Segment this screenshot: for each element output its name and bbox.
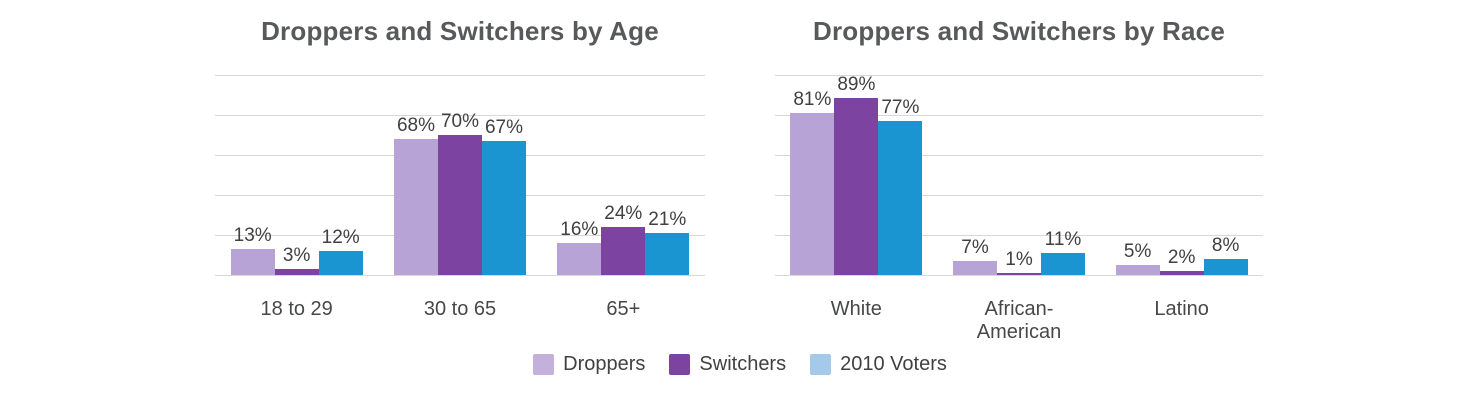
bar-value-label: 89% — [837, 74, 876, 95]
category-label: 30 to 65 — [423, 298, 497, 320]
gridline — [775, 115, 1263, 116]
bar-value-label: 11% — [1044, 229, 1082, 250]
bar-column: 3% — [274, 75, 319, 275]
bar-value-label: 81% — [793, 89, 832, 110]
bar-value-label: 5% — [1123, 241, 1152, 262]
bar-column: 2% — [1159, 75, 1204, 275]
bar-value-label: 1% — [1005, 249, 1033, 270]
legend-label: Droppers — [563, 353, 646, 375]
chart-age-plot-area: 13% 3% 12% 68% 70% 67% 16% 24% 21% — [215, 75, 705, 276]
bar-column: 68% — [393, 75, 438, 275]
legend-item: Droppers — [533, 353, 645, 376]
bar-column: 81% — [790, 75, 835, 275]
category-label: 18 to 29 — [260, 298, 333, 320]
gridline — [775, 155, 1263, 156]
bar-group: 13% 3% 12% — [230, 75, 363, 275]
bar-column: 21% — [645, 75, 690, 275]
bar — [481, 141, 526, 275]
chart-race-title: Droppers and Switchers by Race — [812, 16, 1226, 46]
bar-column: 12% — [318, 75, 363, 275]
bar-group: 5% 2% 8% — [1115, 75, 1248, 275]
bar-column: 5% — [1115, 75, 1160, 275]
bar-value-label: 21% — [648, 209, 687, 230]
bar-value-label: 68% — [396, 115, 435, 136]
bar-value-label: 7% — [961, 237, 989, 258]
bar — [437, 135, 482, 275]
bar-value-label: 77% — [881, 97, 920, 118]
legend-item: Switchers — [669, 353, 786, 376]
chart-age-x-axis-labels: 18 to 29 30 to 65 65+ — [215, 298, 705, 321]
bar — [952, 261, 997, 275]
bar-column: 67% — [481, 75, 526, 275]
bar-value-label: 16% — [560, 219, 599, 240]
bar-column: 24% — [601, 75, 646, 275]
bar — [996, 273, 1041, 275]
gridline — [775, 235, 1263, 236]
bar-value-label: 24% — [604, 203, 643, 224]
bar-value-label: 2% — [1167, 247, 1196, 268]
chart-age-title: Droppers and Switchers by Age — [261, 16, 659, 46]
chart-race: Droppers and Switchers by Race 81% 89% 77%… — [775, 0, 1263, 400]
gridline — [215, 75, 705, 76]
chart-race-x-axis-labels: White African- American Latino — [775, 298, 1263, 344]
bar — [878, 121, 923, 275]
bar-column: 70% — [437, 75, 482, 275]
bar — [601, 227, 646, 275]
legend-swatch-icon — [669, 354, 691, 375]
bar-group: 7% 1% 11% — [952, 75, 1085, 275]
bar-value-label: 70% — [440, 111, 479, 132]
category-label: White — [830, 298, 882, 320]
legend-label: 2010 Voters — [840, 353, 947, 375]
bar-value-label: 13% — [233, 225, 272, 246]
bar — [834, 98, 879, 275]
bar-column: 8% — [1203, 75, 1248, 275]
legend-swatch-icon — [810, 354, 832, 375]
category-label: Latino — [1154, 298, 1209, 320]
bar — [1115, 265, 1160, 275]
bar-groups: 81% 89% 77% 7% 1% 11% 5% 2% 8% — [775, 75, 1263, 275]
gridline — [775, 275, 1263, 276]
bar-column: 13% — [230, 75, 275, 275]
bar — [645, 233, 690, 275]
bar — [230, 249, 275, 275]
bar-groups: 13% 3% 12% 68% 70% 67% 16% 24% 21% — [215, 75, 705, 275]
chart-age: Droppers and Switchers by Age 13% 3% 12% 68… — [215, 0, 705, 400]
bar — [393, 139, 438, 275]
bar — [1040, 253, 1085, 275]
bar — [1159, 271, 1204, 275]
bar-group: 16% 24% 21% — [557, 75, 690, 275]
bar — [1203, 259, 1248, 275]
chart-race-plot-area: 81% 89% 77% 7% 1% 11% 5% 2% 8% — [775, 75, 1263, 276]
bar-column: 11% — [1040, 75, 1085, 275]
bar-column: 16% — [557, 75, 602, 275]
bar-column: 1% — [996, 75, 1041, 275]
legend: Droppers Switchers 2010 Voters — [0, 353, 1480, 376]
bar-column: 77% — [878, 75, 923, 275]
legend-label: Switchers — [699, 353, 787, 375]
category-label: African- American — [976, 298, 1062, 343]
bar — [790, 113, 835, 275]
bar — [274, 269, 319, 275]
gridline — [215, 115, 705, 116]
gridline — [775, 75, 1263, 76]
bar-column: 89% — [834, 74, 879, 275]
bar-group: 68% 70% 67% — [393, 75, 526, 275]
legend-item: 2010 Voters — [810, 353, 947, 376]
legend-swatch-icon — [533, 354, 555, 375]
bar-value-label: 67% — [484, 117, 523, 138]
bar-value-label: 3% — [282, 245, 311, 266]
category-label: 65+ — [606, 298, 641, 320]
gridline — [775, 195, 1263, 196]
bar — [318, 251, 363, 275]
bar-value-label: 8% — [1211, 235, 1240, 256]
bar-column: 7% — [952, 75, 997, 275]
gridline — [215, 275, 705, 276]
bar — [557, 243, 602, 275]
bar-value-label: 12% — [321, 227, 360, 248]
bar-group: 81% 89% 77% — [790, 74, 923, 275]
